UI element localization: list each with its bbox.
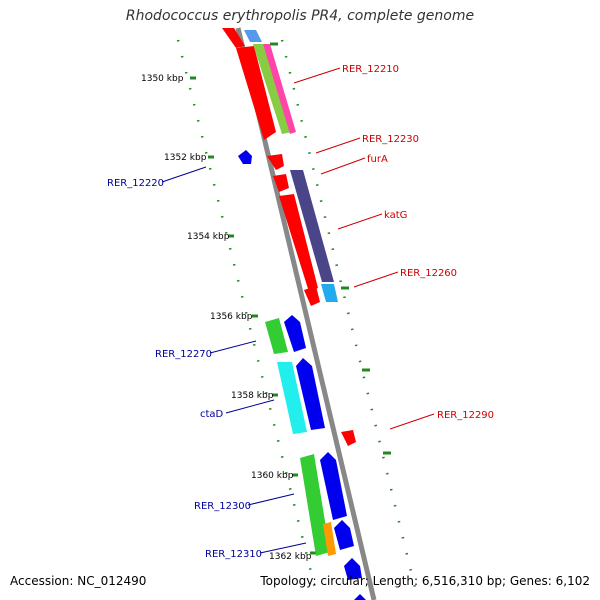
- kbp-label: 1352 kbp: [164, 153, 207, 163]
- gene-rer12210-pink: [263, 44, 296, 134]
- gene-katG-red: [279, 194, 318, 292]
- gene-rer12310-blue: [334, 520, 354, 550]
- gene-ctaD-cyan: [277, 362, 307, 434]
- gene-bottom-blue-2: [354, 594, 366, 600]
- gene-top-red: [222, 28, 245, 48]
- gene-rer12230: [267, 154, 284, 170]
- gene-katG-purple: [290, 170, 334, 282]
- gene-label-furA: furA: [367, 154, 388, 165]
- gene-label-katG: katG: [384, 210, 407, 221]
- kbp-label: 1362 kbp: [269, 552, 312, 562]
- kbp-label: 1356 kbp: [210, 312, 253, 322]
- gene-rer12210-red: [236, 46, 276, 140]
- gene-bottom-blue: [344, 558, 362, 580]
- outer-tick-track: [280, 39, 420, 600]
- kbp-label: 1358 kbp: [231, 391, 274, 401]
- gene-rer12310-orange: [323, 522, 336, 556]
- accession-text: Accession: NC_012490: [10, 574, 147, 588]
- leader-rer12310: [259, 542, 307, 554]
- leader-rer12260: [353, 271, 399, 288]
- gene-rer12270-green: [265, 318, 288, 354]
- leader-rer12270: [209, 340, 257, 354]
- gene-label-rer12300: RER_12300: [194, 501, 251, 512]
- leader-rer12210: [293, 67, 341, 84]
- gene-rer12260-red: [304, 286, 320, 306]
- gene-label-rer12230: RER_12230: [362, 134, 419, 145]
- gene-label-rer12260: RER_12260: [400, 268, 457, 279]
- kbp-label: 1360 kbp: [251, 471, 294, 481]
- gene-label-rer12290: RER_12290: [437, 410, 494, 421]
- gene-label-rer12270: RER_12270: [155, 349, 212, 360]
- gene-label-rer12220: RER_12220: [107, 178, 164, 189]
- gene-rer12270-blue: [284, 315, 306, 352]
- leader-rer12290: [389, 413, 435, 430]
- gene-furA: [273, 174, 289, 192]
- leader-rer12300: [247, 493, 295, 506]
- gene-rer12210-stripes: [253, 44, 292, 134]
- gene-rer12300-green: [300, 454, 330, 556]
- gene-label-rer12210: RER_12210: [342, 64, 399, 75]
- gene-label-ctaD: ctaD: [200, 409, 224, 420]
- gene-rer12300-blue: [320, 452, 347, 520]
- kbp-label: 1354 kbp: [187, 232, 230, 242]
- genome-title: Rhodococcus erythropolis PR4, complete g…: [125, 8, 475, 24]
- gene-label-rer12310: RER_12310: [205, 549, 262, 560]
- leader-furA: [320, 157, 366, 175]
- leader-rer12230: [315, 137, 361, 154]
- gene-rer12290: [341, 430, 356, 446]
- gene-top-sky: [244, 30, 262, 42]
- kbp-label: 1350 kbp: [141, 74, 184, 84]
- gene-rer12220: [238, 150, 252, 164]
- leader-rer12220: [161, 166, 207, 183]
- topology-text: Topology: circular; Length: 6,516,310 bp…: [260, 574, 590, 588]
- gene-rer12260-sky: [321, 284, 338, 302]
- gene-ctaD-blue: [296, 358, 325, 430]
- leader-ctaD: [225, 399, 275, 414]
- leader-katG: [337, 213, 383, 230]
